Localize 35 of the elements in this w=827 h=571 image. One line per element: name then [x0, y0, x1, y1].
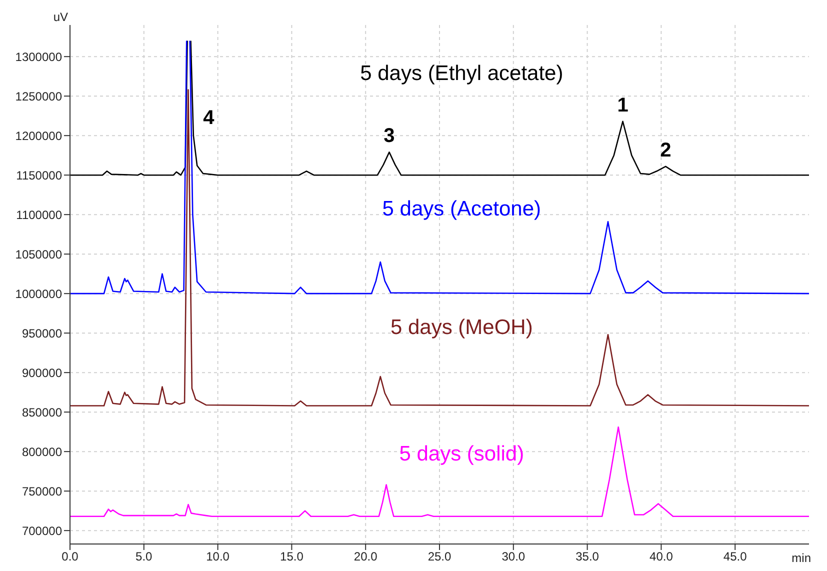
- y-tick-label: 1200000: [15, 128, 62, 143]
- y-tick-label: 900000: [22, 366, 62, 380]
- series-label: 5 days (MeOH): [390, 316, 533, 339]
- line-series: [70, 89, 809, 406]
- y-tick-label: 750000: [22, 484, 62, 498]
- x-tick-label: 45.0: [723, 550, 748, 564]
- y-tick-label: 850000: [22, 405, 62, 420]
- x-tick-label: 5.0: [136, 550, 153, 564]
- series-label: 5 days (solid): [399, 442, 524, 466]
- x-tick-label: 35.0: [576, 550, 600, 564]
- series-label: 5 days (Acetone): [382, 198, 542, 221]
- x-tick-label: 25.0: [428, 550, 452, 564]
- y-tick-label: 950000: [22, 326, 62, 340]
- annotation: 2: [660, 139, 672, 162]
- y-tick-label: 1250000: [15, 89, 62, 104]
- annotation: 1: [617, 94, 628, 116]
- x-tick-label: 20.0: [354, 550, 378, 564]
- y-tick-label: 1150000: [16, 168, 62, 182]
- x-tick-label: 40.0: [650, 550, 674, 564]
- x-tick-label: 0.0: [62, 550, 79, 564]
- y-tick-label: 1100000: [16, 208, 62, 222]
- annotation: 3: [384, 125, 395, 148]
- x-tick-label: 30.0: [502, 550, 526, 564]
- line-series: [70, 426, 809, 517]
- y-tick-label: 800000: [22, 444, 62, 459]
- annotation: 4: [203, 106, 216, 129]
- x-tick-label: 10.0: [206, 550, 230, 564]
- text: 5 days (Ethyl acetate): [360, 62, 564, 86]
- x-axis-title: min: [792, 551, 811, 565]
- x-tick-label: 15.0: [280, 550, 304, 564]
- y-axis-title: uV: [53, 10, 68, 24]
- y-tick-label: 1000000: [15, 286, 62, 301]
- y-tick-label: 1300000: [15, 50, 62, 64]
- y-tick-label: 700000: [22, 524, 62, 538]
- y-tick-label: 1050000: [15, 247, 62, 262]
